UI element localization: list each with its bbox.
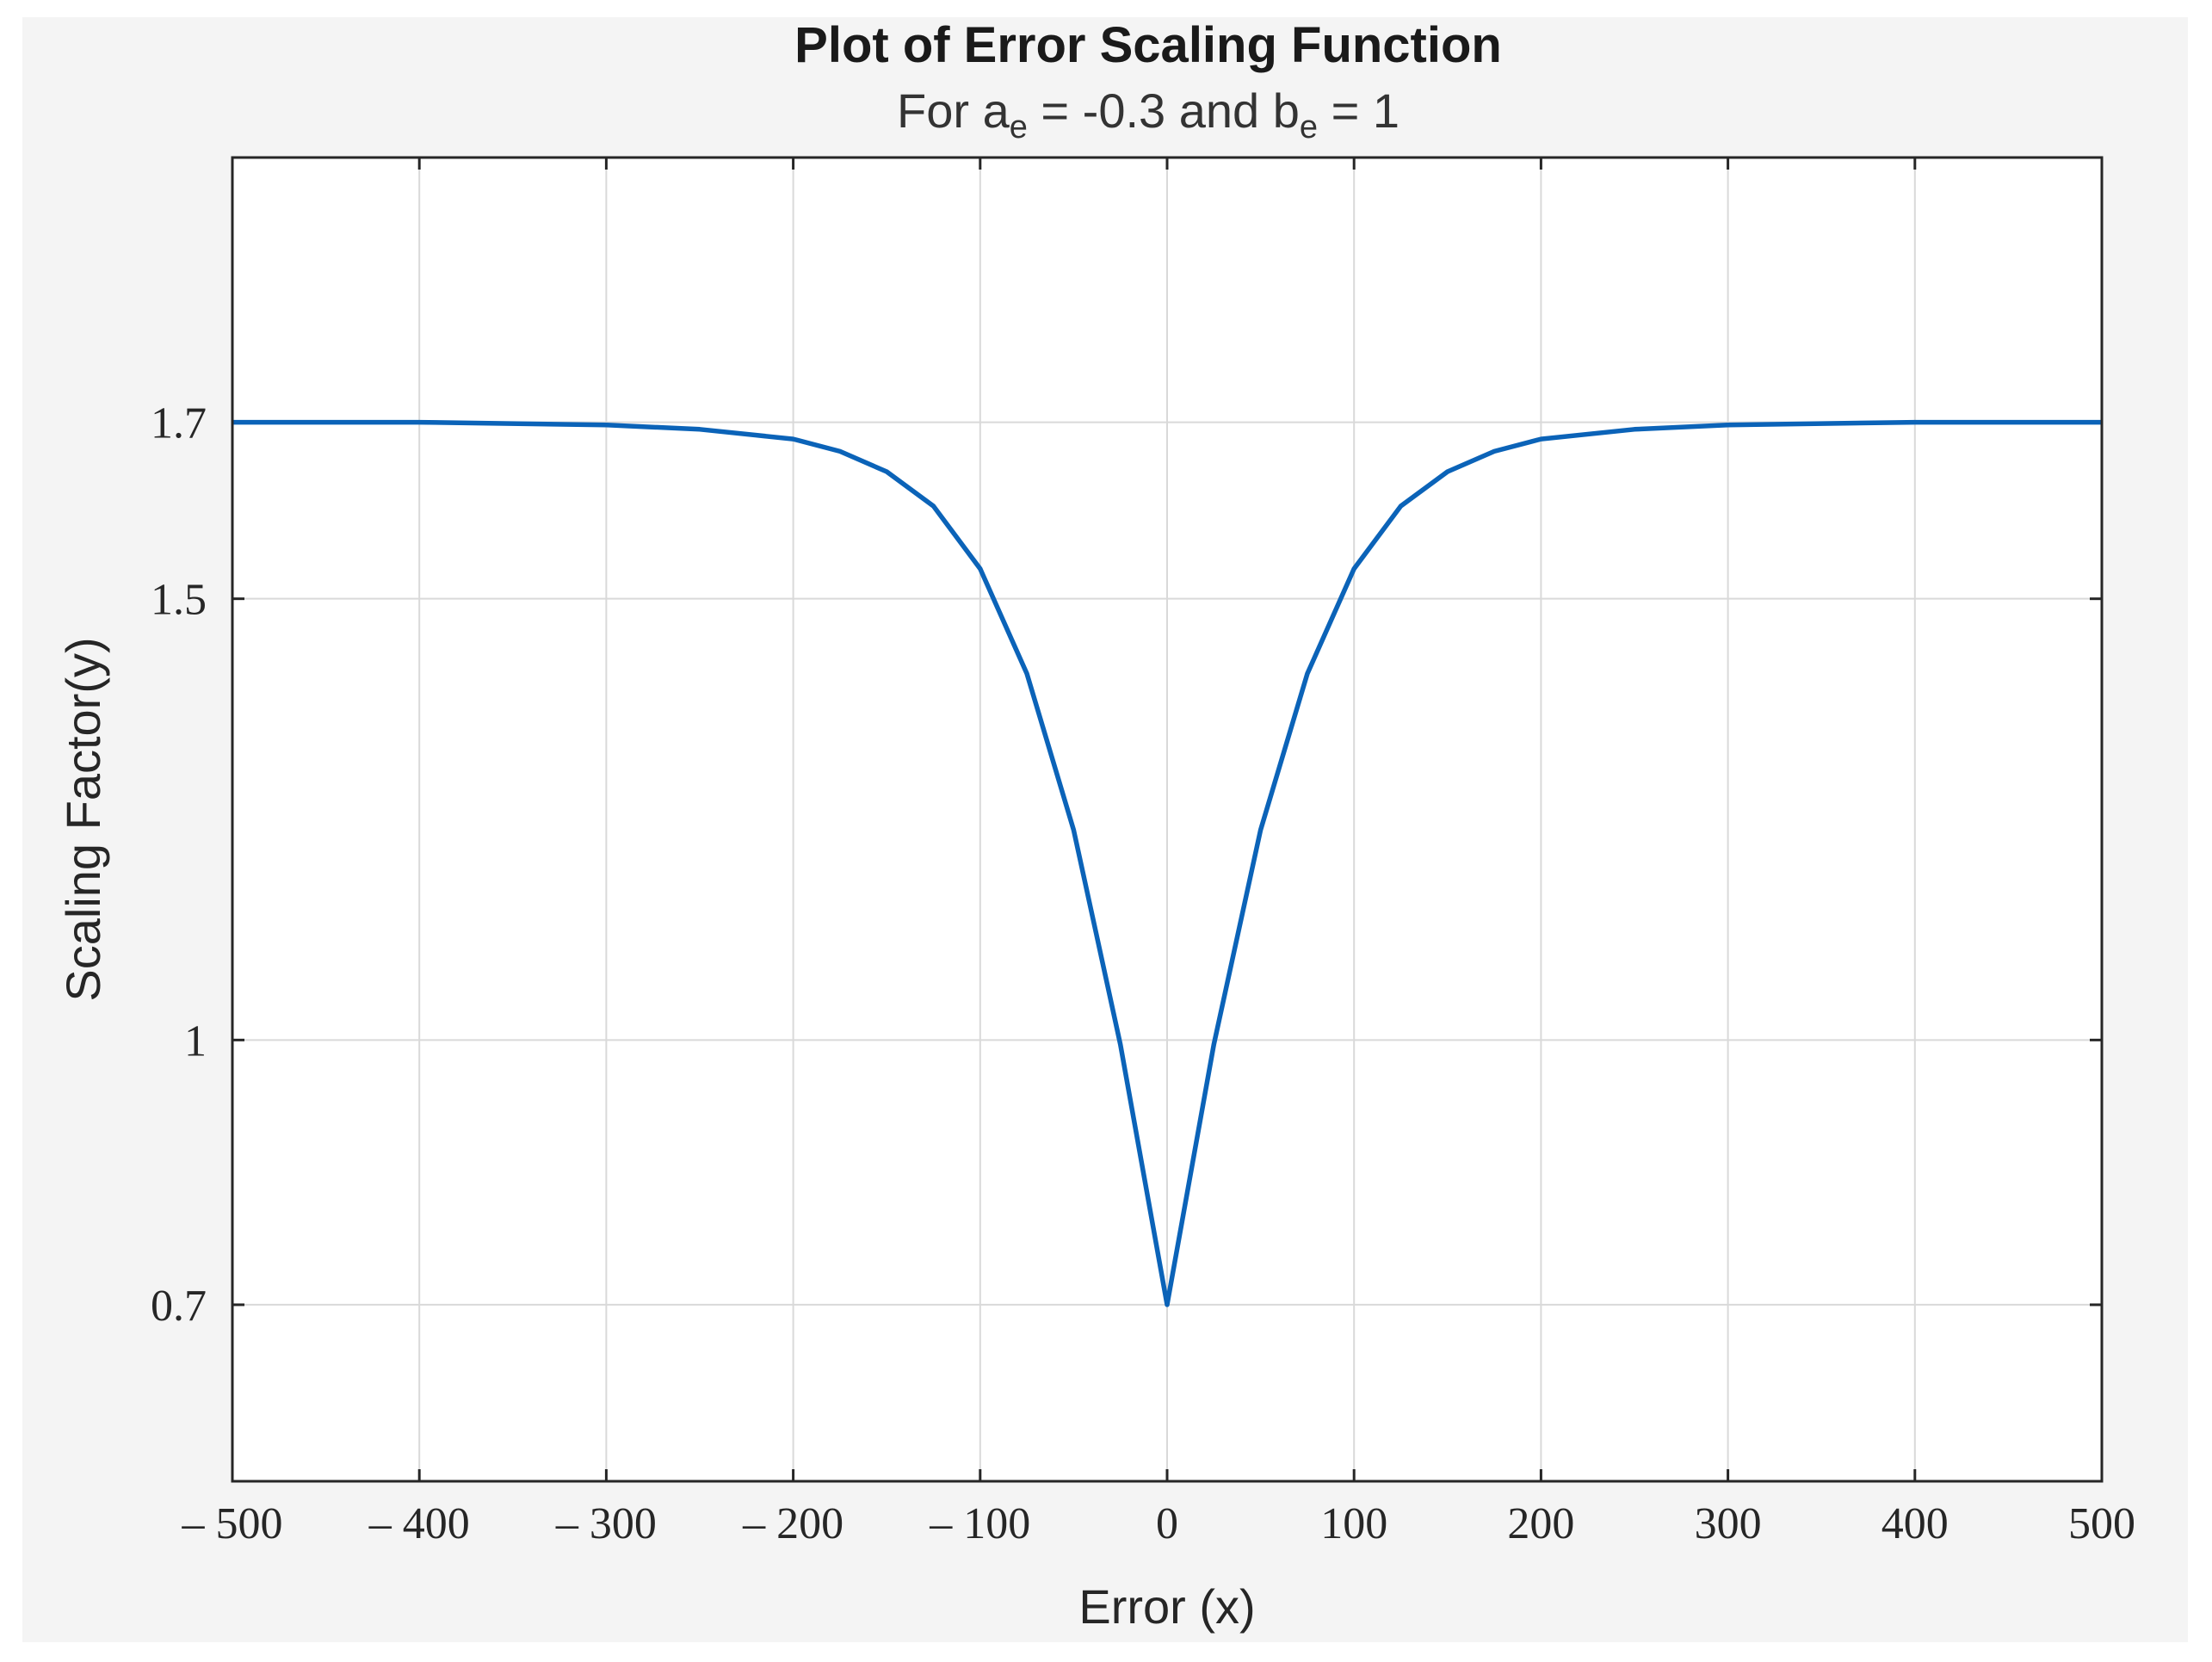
chart-title: Plot of Error Scaling Function — [794, 17, 1502, 73]
x-tick-labels: – 500 – 400 – 300 – 200 – 100 0 100 200 300 400 50… — [182, 1499, 2136, 1548]
series-layer — [232, 419, 2102, 1307]
subtitle-a-subscript: e — [1010, 109, 1028, 145]
x-axis-label: Error (x) — [1078, 1579, 1255, 1634]
x-tick-label: – 400 — [368, 1499, 470, 1548]
x-tick-label: 100 — [1320, 1499, 1387, 1548]
series-line — [232, 419, 2102, 1307]
y-axis-label: Scaling Factor(y) — [56, 637, 110, 1001]
x-tick-label: 400 — [1881, 1499, 1949, 1548]
x-tick-label: 300 — [1695, 1499, 1762, 1548]
y-tick-labels: 0.7 1 1.5 1.7 — [151, 399, 207, 1331]
x-tick-label: 200 — [1507, 1499, 1574, 1548]
plot-border — [231, 156, 2104, 1483]
y-tick-label: 1.7 — [151, 399, 207, 448]
chart-subtitle: For ae = -0.3 and be = 1 — [897, 83, 1399, 145]
y-tick-label: 1.5 — [151, 576, 207, 625]
subtitle-middle: = -0.3 and b — [1028, 83, 1300, 138]
subtitle-prefix: For a — [897, 83, 1010, 138]
x-tick-label: – 100 — [929, 1499, 1030, 1548]
figure: Plot of Error Scaling Function For ae = … — [22, 17, 2188, 1642]
chart: Plot of Error Scaling Function For ae = … — [56, 17, 2136, 1634]
x-tick-label: 0 — [1156, 1499, 1178, 1548]
x-tick-label: – 500 — [182, 1499, 283, 1548]
x-tick-label: – 300 — [555, 1499, 657, 1548]
x-tick-label: 500 — [2068, 1499, 2135, 1548]
y-tick-label: 0.7 — [151, 1282, 207, 1331]
x-tick-label: – 200 — [742, 1499, 843, 1548]
subtitle-suffix: = 1 — [1318, 83, 1399, 138]
subtitle-b-subscript: e — [1300, 109, 1318, 145]
y-tick-label: 1 — [184, 1016, 207, 1066]
